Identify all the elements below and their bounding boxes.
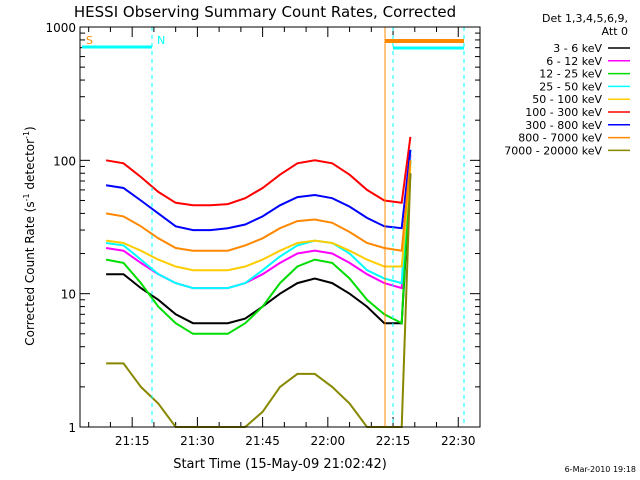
legend-label: 25 - 50 keV <box>539 80 602 93</box>
legend-header-line-1: Det 1,3,4,5,6,9, <box>542 12 628 25</box>
series-line-4 <box>105 149 412 290</box>
x-tick-label: 22:15 <box>376 434 411 448</box>
legend-label: 7000 - 20000 keV <box>504 144 602 157</box>
y-tick-label: 10 <box>61 288 76 302</box>
x-tick-label: 22:30 <box>441 434 476 448</box>
series-lines <box>105 136 412 428</box>
mode-flag-s: S <box>86 34 93 47</box>
timestamp: 6-Mar-2010 19:18 <box>565 465 636 474</box>
chart-title: HESSI Observing Summary Count Rates, Cor… <box>74 3 456 21</box>
x-tick-label: 22:00 <box>311 434 346 448</box>
y-axis-label: Corrected Count Rate (s-1 detector-1) <box>22 126 37 345</box>
x-tick-label: 21:45 <box>245 434 280 448</box>
series-line-6 <box>105 136 412 207</box>
y-tick-label: 100 <box>53 154 76 168</box>
legend-label: 800 - 7000 keV <box>518 132 602 145</box>
axis-ticks: 1 10 100 1000 21:15 21:30 21:45 22:00 22:15 22:30 <box>45 21 480 448</box>
plot-frame <box>79 26 481 428</box>
series-line-5 <box>105 166 412 272</box>
legend-header-line-2: Att 0 <box>602 25 628 38</box>
legend-label: 50 - 100 keV <box>532 93 602 106</box>
legend-label: 6 - 12 keV <box>546 55 602 68</box>
x-tick-label: 21:15 <box>115 434 150 448</box>
y-tick-label: 1000 <box>45 21 76 35</box>
series-line-8 <box>105 160 412 252</box>
legend-label: 300 - 800 keV <box>525 119 602 132</box>
series-line-7 <box>105 149 412 232</box>
y-tick-label: 1 <box>68 421 76 435</box>
svg-text:Corrected Count Rate (s-1 dete: Corrected Count Rate (s-1 detector-1) <box>22 126 37 345</box>
x-axis-label: Start Time (15-May-09 21:02:42) <box>173 457 387 472</box>
legend-label: 12 - 25 keV <box>539 68 602 81</box>
mode-flag-n: N <box>157 34 165 47</box>
x-tick-label: 21:30 <box>180 434 215 448</box>
series-line-3 <box>105 160 412 335</box>
legend-label: 100 - 300 keV <box>525 106 602 119</box>
legend-label: 3 - 6 keV <box>553 42 602 55</box>
